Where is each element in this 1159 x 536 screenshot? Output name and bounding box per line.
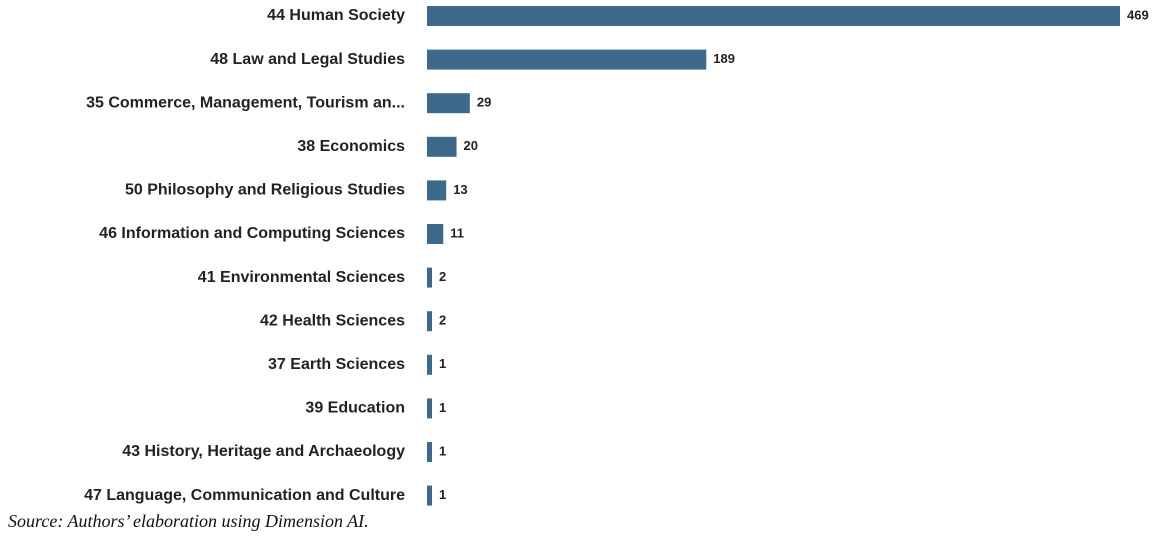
bar <box>427 398 432 419</box>
bar <box>427 354 432 375</box>
value-label: 189 <box>713 51 735 66</box>
category-label: 43 History, Heritage and Archaeology <box>122 443 405 460</box>
bar <box>427 180 447 201</box>
value-label: 1 <box>439 356 446 371</box>
bar <box>427 311 432 332</box>
value-label: 11 <box>450 225 464 240</box>
category-label: 39 Education <box>305 400 405 417</box>
bar <box>427 224 444 244</box>
category-label: 37 Earth Sciences <box>268 356 405 373</box>
value-label: 29 <box>477 95 491 110</box>
category-label: 35 Commerce, Management, Tourism an... <box>86 94 405 111</box>
source-note: Source: Authors’ elaboration using Dimen… <box>8 511 369 531</box>
category-label: 41 Environmental Sciences <box>198 269 405 286</box>
value-label: 1 <box>439 400 446 415</box>
category-label: 50 Philosophy and Religious Studies <box>125 182 405 199</box>
bar-chart: 44 Human Society 469 48 Law and Legal Stud… <box>84 6 1149 506</box>
bar <box>427 6 1120 26</box>
bar <box>427 49 707 70</box>
value-label: 2 <box>439 313 446 328</box>
value-label: 1 <box>439 443 446 458</box>
category-label: 42 Health Sciences <box>260 312 405 329</box>
value-label: 1 <box>439 487 446 502</box>
bar <box>427 485 432 506</box>
category-label: 46 Information and Computing Sciences <box>99 225 405 242</box>
bar <box>427 136 457 157</box>
category-label: 44 Human Society <box>267 7 405 24</box>
value-label: 13 <box>453 182 467 197</box>
value-label: 469 <box>1127 7 1149 22</box>
bar <box>427 442 432 462</box>
category-label: 47 Language, Communication and Culture <box>84 487 405 504</box>
bar <box>427 93 470 114</box>
category-label: 38 Economics <box>297 138 405 155</box>
value-label: 20 <box>464 138 478 153</box>
value-label: 2 <box>439 269 446 284</box>
category-label: 48 Law and Legal Studies <box>210 51 405 68</box>
bar <box>427 267 432 288</box>
